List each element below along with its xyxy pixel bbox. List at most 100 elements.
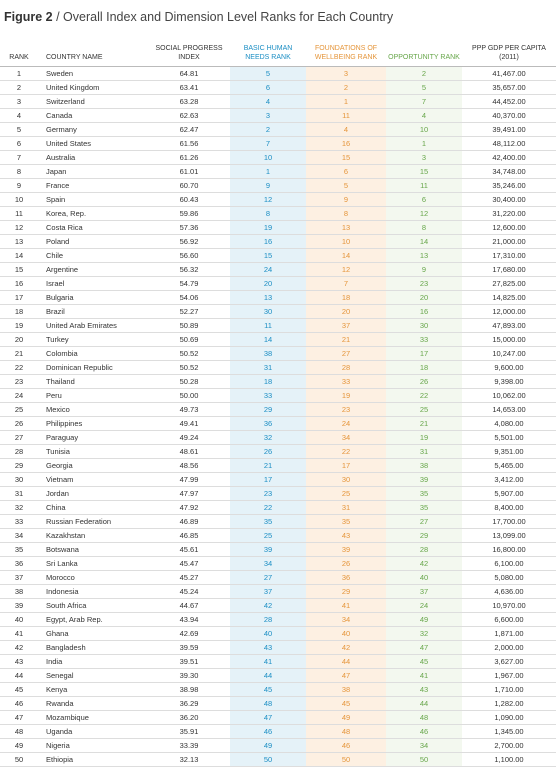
gdp-cell: 10,062.00	[462, 388, 556, 403]
wellbeing-rank-cell: 33	[306, 374, 386, 389]
opportunity-rank-cell: 48	[386, 710, 462, 725]
wellbeing-rank-header: FOUNDATIONS OF WELLBEING RANK	[306, 34, 386, 67]
gdp-cell: 39,491.00	[462, 122, 556, 137]
wellbeing-rank-cell: 9	[306, 192, 386, 207]
table-row: 5 Germany 62.47 2 4 10 39,491.00	[0, 122, 556, 137]
table-row: 46 Rwanda 36.29 48 45 44 1,282.00	[0, 696, 556, 711]
gdp-cell: 5,907.00	[462, 486, 556, 501]
opportunity-rank-cell: 25	[386, 402, 462, 417]
opportunity-rank-cell: 5	[386, 80, 462, 95]
country-cell: Germany	[38, 122, 148, 137]
table-row: 26 Philippines 49.41 36 24 21 4,080.00	[0, 416, 556, 431]
spi-cell: 33.39	[148, 738, 230, 753]
rank-cell: 10	[0, 192, 38, 207]
basic-needs-rank-cell: 32	[230, 430, 306, 445]
table-row: 1 Sweden 64.81 5 3 2 41,467.00	[0, 66, 556, 81]
gdp-cell: 14,825.00	[462, 290, 556, 305]
basic-needs-rank-cell: 31	[230, 360, 306, 375]
rank-table: RANK COUNTRY NAME SOCIAL PROGRESS INDEX BAS…	[0, 34, 556, 767]
wellbeing-rank-cell: 39	[306, 542, 386, 557]
opportunity-rank-cell: 43	[386, 682, 462, 697]
table-row: 37 Morocco 45.27 27 36 40 5,080.00	[0, 570, 556, 585]
country-cell: Georgia	[38, 458, 148, 473]
rank-cell: 43	[0, 654, 38, 669]
spi-cell: 49.41	[148, 416, 230, 431]
country-cell: United Arab Emirates	[38, 318, 148, 333]
basic-needs-rank-cell: 13	[230, 290, 306, 305]
rank-cell: 27	[0, 430, 38, 445]
spi-cell: 63.41	[148, 80, 230, 95]
country-cell: India	[38, 654, 148, 669]
opportunity-rank-cell: 37	[386, 584, 462, 599]
opportunity-rank-cell: 39	[386, 472, 462, 487]
gdp-cell: 4,636.00	[462, 584, 556, 599]
rank-cell: 12	[0, 220, 38, 235]
spi-cell: 54.79	[148, 276, 230, 291]
opportunity-rank-cell: 35	[386, 500, 462, 515]
table-row: 21 Colombia 50.52 38 27 17 10,247.00	[0, 346, 556, 361]
spi-cell: 45.24	[148, 584, 230, 599]
gdp-cell: 4,080.00	[462, 416, 556, 431]
rank-cell: 24	[0, 388, 38, 403]
country-cell: United States	[38, 136, 148, 151]
table-row: 11 Korea, Rep. 59.86 8 8 12 31,220.00	[0, 206, 556, 221]
basic-needs-rank-cell: 20	[230, 276, 306, 291]
gdp-cell: 10,247.00	[462, 346, 556, 361]
table-row: 10 Spain 60.43 12 9 6 30,400.00	[0, 192, 556, 207]
country-cell: Jordan	[38, 486, 148, 501]
country-cell: Senegal	[38, 668, 148, 683]
country-cell: Indonesia	[38, 584, 148, 599]
table-row: 4 Canada 62.63 3 11 4 40,370.00	[0, 108, 556, 123]
wellbeing-rank-cell: 34	[306, 430, 386, 445]
basic-needs-rank-cell: 7	[230, 136, 306, 151]
country-cell: Spain	[38, 192, 148, 207]
country-cell: China	[38, 500, 148, 515]
opportunity-rank-cell: 13	[386, 248, 462, 263]
rank-cell: 16	[0, 276, 38, 291]
gdp-cell: 12,000.00	[462, 304, 556, 319]
gdp-cell: 12,600.00	[462, 220, 556, 235]
gdp-cell: 2,000.00	[462, 640, 556, 655]
spi-cell: 44.67	[148, 598, 230, 613]
basic-needs-rank-cell: 34	[230, 556, 306, 571]
table-row: 32 China 47.92 22 31 35 8,400.00	[0, 500, 556, 515]
rank-cell: 3	[0, 94, 38, 109]
gdp-cell: 17,310.00	[462, 248, 556, 263]
opportunity-rank-cell: 45	[386, 654, 462, 669]
rank-cell: 26	[0, 416, 38, 431]
basic-needs-rank-header: BASIC HUMAN NEEDS RANK	[230, 34, 306, 67]
wellbeing-rank-cell: 7	[306, 276, 386, 291]
opportunity-rank-cell: 34	[386, 738, 462, 753]
rank-cell: 2	[0, 80, 38, 95]
country-cell: Ethiopia	[38, 752, 148, 767]
basic-needs-rank-cell: 27	[230, 570, 306, 585]
country-cell: Ghana	[38, 626, 148, 641]
spi-cell: 50.52	[148, 360, 230, 375]
gdp-cell: 1,100.00	[462, 752, 556, 767]
wellbeing-rank-cell: 30	[306, 472, 386, 487]
table-row: 18 Brazil 52.27 30 20 16 12,000.00	[0, 304, 556, 319]
wellbeing-rank-cell: 12	[306, 262, 386, 277]
rank-cell: 7	[0, 150, 38, 165]
basic-needs-rank-cell: 47	[230, 710, 306, 725]
country-cell: Chile	[38, 248, 148, 263]
opportunity-rank-cell: 8	[386, 220, 462, 235]
table-row: 49 Nigeria 33.39 49 46 34 2,700.00	[0, 738, 556, 753]
gdp-cell: 3,627.00	[462, 654, 556, 669]
table-row: 40 Egypt, Arab Rep. 43.94 28 34 49 6,600.00	[0, 612, 556, 627]
basic-needs-rank-cell: 10	[230, 150, 306, 165]
wellbeing-rank-cell: 28	[306, 360, 386, 375]
country-cell: Mexico	[38, 402, 148, 417]
wellbeing-rank-cell: 29	[306, 584, 386, 599]
opportunity-rank-cell: 27	[386, 514, 462, 529]
table-row: 23 Thailand 50.28 18 33 26 9,398.00	[0, 374, 556, 389]
spi-cell: 56.92	[148, 234, 230, 249]
country-cell: Japan	[38, 164, 148, 179]
basic-needs-rank-cell: 17	[230, 472, 306, 487]
country-cell: Bangladesh	[38, 640, 148, 655]
country-cell: Tunisia	[38, 444, 148, 459]
basic-needs-rank-cell: 19	[230, 220, 306, 235]
gdp-cell: 10,970.00	[462, 598, 556, 613]
opportunity-rank-cell: 11	[386, 178, 462, 193]
